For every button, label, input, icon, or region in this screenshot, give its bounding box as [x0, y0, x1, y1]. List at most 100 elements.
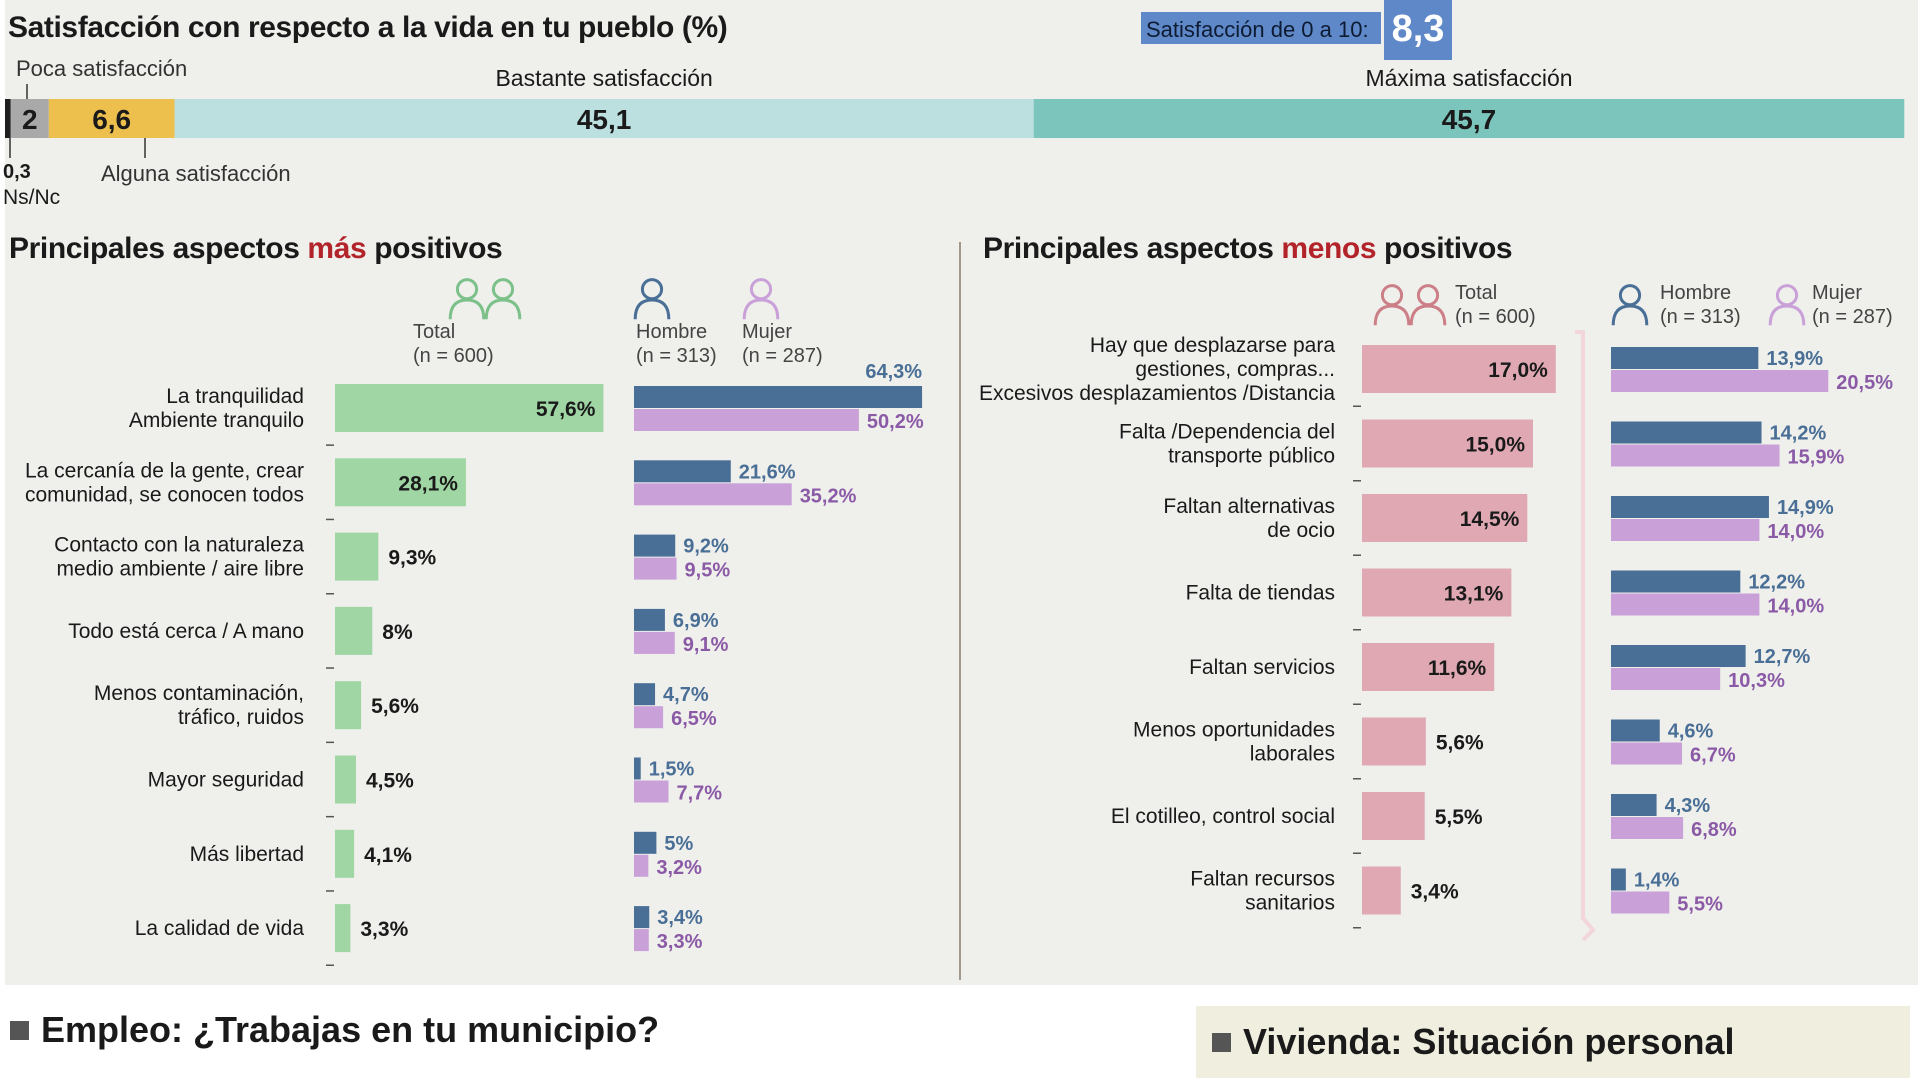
square-bullet-icon [1212, 1032, 1231, 1052]
mujer-bar-label: 14,0% [1767, 521, 1824, 543]
mujer-bar [1611, 817, 1684, 839]
hombre-bar [634, 683, 656, 706]
total-bar-label: 4,1% [364, 844, 412, 867]
hombre-bar-label: 1,4% [1634, 870, 1680, 892]
total-bar-label: 5,6% [371, 695, 419, 718]
mujer-bar [1611, 742, 1683, 765]
positive-title: Principales aspectos más positivos [9, 232, 502, 265]
total-bar-label: 28,1% [398, 472, 458, 495]
mujer-bar-label: 3,2% [656, 857, 702, 879]
hombre-bar-label: 5% [664, 833, 693, 855]
category-label: Hay que desplazarse para [1090, 334, 1335, 357]
total-bar-label: 13,1% [1444, 583, 1504, 606]
hombre-bar [634, 831, 657, 854]
mujer-bar-label: 9,5% [685, 560, 731, 582]
hombre-person-icon [633, 278, 671, 320]
mujer-bar [634, 929, 649, 952]
category-label: Contacto con la naturaleza [54, 534, 304, 557]
hombre-bar [634, 386, 923, 408]
total-bar [1362, 568, 1512, 617]
category-label: medio ambiente / aire libre [57, 558, 304, 581]
total-bar-label: 11,6% [1428, 657, 1487, 680]
mujer-bar [1611, 370, 1829, 392]
mujer-bar [1611, 444, 1780, 467]
mujer-bar [634, 631, 675, 654]
mujer-bar [634, 483, 792, 506]
hombre-bar-label: 12,7% [1754, 646, 1811, 668]
legend-hombre-n: (n = 313) [636, 345, 717, 367]
score-badge-value: 8,3 [1392, 8, 1445, 50]
square-bullet-icon [10, 1020, 29, 1040]
hombre-bar [1611, 570, 1741, 593]
footer-employment-text: Empleo: ¿Trabajas en tu municipio? [41, 1009, 660, 1050]
category-label: Más libertad [190, 843, 304, 866]
total-bar [1362, 419, 1533, 468]
total-group-icon [1373, 284, 1411, 326]
negative-title-part: Principales aspectos [983, 232, 1281, 265]
mujer-bar-label: 14,0% [1767, 596, 1824, 618]
total-bar [335, 829, 355, 878]
total-group-icon [448, 278, 486, 320]
total-bar [335, 384, 604, 432]
category-label: Falta /Dependencia del [1119, 421, 1335, 444]
mujer-bar [1611, 891, 1670, 914]
legend-mujer-label: Mujer [742, 321, 792, 343]
hombre-bar-label: 4,3% [1665, 795, 1711, 817]
category-label: Menos contaminación, [94, 682, 304, 705]
category-label: Faltan alternativas [1163, 495, 1335, 518]
total-bar-label: 17,0% [1488, 359, 1548, 382]
bastante-label: Bastante satisfacción [495, 65, 712, 91]
satisfaction-segment-5 [1033, 99, 1905, 138]
hombre-bar [634, 608, 665, 631]
hombre-bar [634, 460, 731, 483]
positive-title-part: positivos [366, 232, 502, 265]
nsnc-label: Ns/Nc [3, 186, 60, 209]
hombre-bar [1611, 868, 1626, 891]
legend-total-label: Total [1455, 282, 1497, 304]
legend-mujer-n: (n = 287) [1812, 306, 1893, 328]
total-bar-label: 57,6% [536, 398, 596, 421]
total-group-icon [484, 278, 522, 320]
negative-title-part: positivos [1376, 232, 1512, 265]
hombre-bar-label: 4,6% [1668, 721, 1714, 743]
score-badge-label: Satisfacción de 0 a 10: [1146, 17, 1369, 42]
legend-mujer-label: Mujer [1812, 282, 1862, 304]
category-label: Todo está cerca / A mano [68, 620, 304, 643]
hombre-bar [634, 757, 641, 780]
legend-total-n: (n = 600) [413, 345, 494, 367]
hombre-bar [1611, 719, 1660, 742]
poca-label: Poca satisfacción [16, 56, 187, 81]
total-bar-label: 15,0% [1465, 434, 1525, 457]
nsnc-value: 0,3 [3, 161, 31, 183]
total-bar [335, 532, 379, 581]
category-label: tráfico, ruidos [178, 706, 304, 729]
total-bar-label: 3,3% [360, 918, 408, 941]
mujer-bar [634, 780, 669, 803]
mujer-bar [634, 706, 664, 729]
mujer-bar-label: 10,3% [1728, 670, 1785, 692]
satisfaction-segment-value: 6,6 [92, 104, 131, 135]
satisfaction-segment-2 [10, 99, 49, 138]
category-label: Ambiente tranquilo [129, 409, 304, 432]
mujer-bar [634, 854, 649, 877]
mujer-bar [1611, 668, 1721, 690]
mujer-bar [634, 557, 677, 580]
legend-hombre-label: Hombre [1660, 282, 1731, 304]
hombre-bar-label: 9,2% [683, 536, 729, 558]
total-bar-label: 4,5% [366, 770, 414, 793]
chart-canvas: Satisfacción con respecto a la vida en t… [3, 0, 1918, 985]
total-bar [335, 681, 362, 730]
footer-employment-title: Empleo: ¿Trabajas en tu municipio? [10, 1005, 659, 1055]
legend-total-n: (n = 600) [1455, 306, 1536, 328]
legend-hombre-n: (n = 313) [1660, 306, 1741, 328]
category-label: Faltan recursos [1190, 868, 1335, 891]
mujer-bar-label: 35,2% [800, 485, 857, 507]
mujer-person-icon [1768, 284, 1806, 326]
total-bar [1362, 717, 1426, 766]
total-bar [1362, 494, 1528, 542]
category-label: sanitarios [1245, 892, 1335, 915]
category-label: de ocio [1267, 519, 1335, 542]
hombre-person-icon [1611, 284, 1649, 326]
category-label: laborales [1250, 743, 1335, 766]
alguna-label: Alguna satisfacción [101, 161, 291, 186]
